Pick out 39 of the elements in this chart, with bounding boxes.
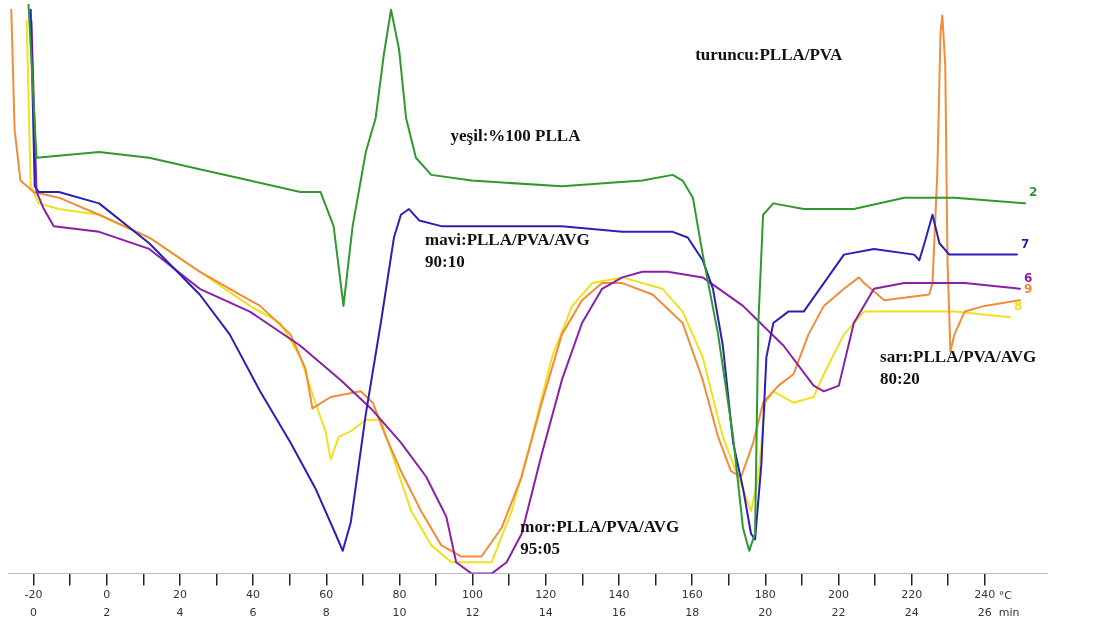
series-label: 6 (1023, 270, 1033, 285)
series-label: 2 (1029, 185, 1038, 200)
x-tick-label: 10 (392, 606, 407, 620)
annotation: yeşil:%100 PLLA (450, 126, 582, 146)
x2-tick-label: 160 (681, 588, 703, 602)
x-tick-label: 4 (176, 606, 184, 620)
series-label: 7 (1021, 236, 1030, 251)
x2-tick-label: 180 (754, 588, 776, 602)
x2-tick-label: 100 (462, 588, 484, 602)
x-tick-label: 18 (685, 606, 700, 620)
x-tick-label: 26 (977, 606, 992, 620)
x2-tick-label: 140 (608, 588, 630, 602)
x2-tick-label: 60 (319, 588, 334, 602)
x-axis-title: min (998, 605, 1020, 619)
series-label: 9 (1023, 282, 1033, 297)
x-tick-label: 16 (611, 606, 626, 620)
annotation: turuncu:PLLA/PVA (695, 45, 843, 65)
x2-tick-label: 220 (901, 588, 923, 602)
x2-tick-label: 120 (535, 588, 557, 602)
x-tick-label: 24 (904, 606, 919, 620)
x2-tick-label: 240 (974, 588, 996, 602)
x2-tick-label: 80 (392, 588, 407, 602)
x2-tick-label: 20 (172, 588, 187, 602)
x2-axis-title: °C (998, 588, 1013, 602)
annotation: mavi:PLLA/PVA/AVG 90:10 (425, 229, 590, 271)
x-tick-label: 6 (249, 606, 257, 620)
x-tick-label: 2 (103, 606, 111, 620)
x2-tick-label: -20 (24, 588, 43, 602)
x-tick-label: 14 (538, 606, 553, 620)
annotation: sarı:PLLA/PVA/AVG 80:20 (880, 347, 1037, 389)
series-label: 8 (1014, 299, 1023, 314)
x2-tick-label: 200 (827, 588, 849, 602)
x-tick-label: 8 (322, 606, 330, 620)
x2-tick-label: 0 (103, 588, 111, 602)
x-tick-label: 22 (831, 606, 846, 620)
x2-tick-label: 40 (246, 588, 261, 602)
x-tick-label: 0 (30, 606, 38, 620)
x-tick-label: 12 (465, 606, 480, 620)
x-tick-label: 20 (758, 606, 773, 620)
